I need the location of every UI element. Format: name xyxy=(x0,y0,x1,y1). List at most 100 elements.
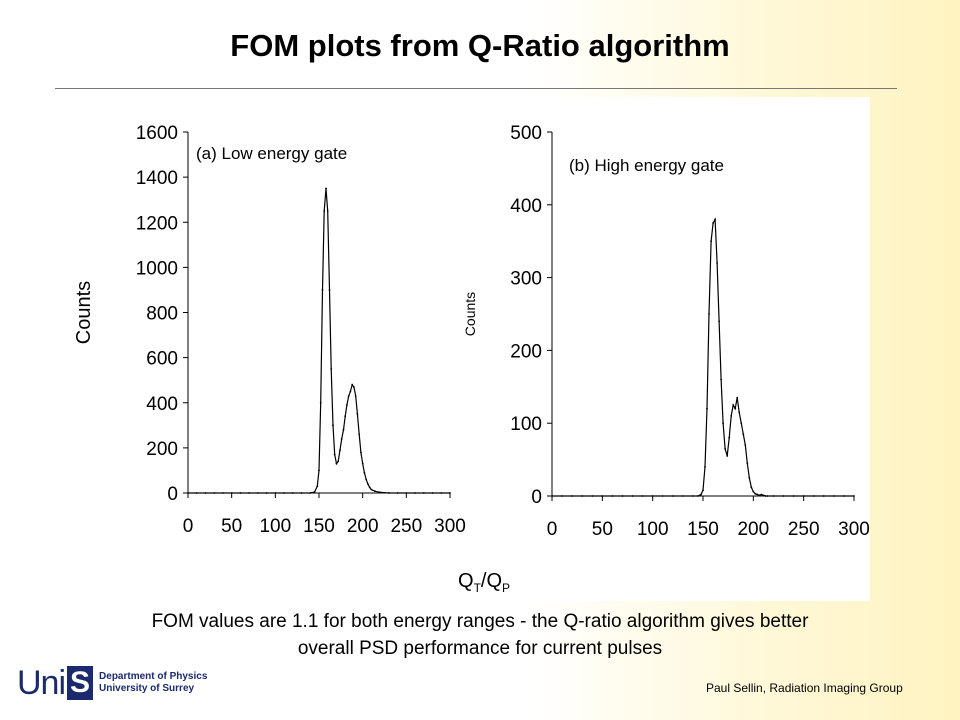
data-point xyxy=(422,492,425,494)
data-point xyxy=(265,492,268,494)
data-point xyxy=(853,495,855,497)
data-point xyxy=(283,492,285,494)
y-axis-label: Counts xyxy=(73,281,95,344)
data-point xyxy=(762,494,765,497)
data-point xyxy=(710,240,712,243)
logo-department: Department of Physics xyxy=(99,671,208,682)
data-point xyxy=(708,313,710,315)
x-tick-label: 300 xyxy=(838,519,870,540)
panel-annotation: (b) High energy gate xyxy=(569,156,724,175)
data-point xyxy=(724,447,726,450)
y-tick-label: 1600 xyxy=(136,123,178,144)
data-point xyxy=(230,492,233,494)
data-point xyxy=(328,289,331,291)
data-point xyxy=(388,492,390,494)
data-point xyxy=(414,492,416,494)
data-point xyxy=(702,489,704,492)
data-point xyxy=(379,491,381,494)
data-point xyxy=(744,444,747,446)
data-point xyxy=(802,495,805,497)
x-tick-label: 100 xyxy=(637,519,669,540)
data-point xyxy=(351,383,354,386)
x-tick-label: 200 xyxy=(347,516,379,537)
x-tick-label: 150 xyxy=(303,516,335,537)
data-point xyxy=(319,401,322,404)
data-point xyxy=(330,368,333,370)
data-point xyxy=(347,395,350,397)
data-point xyxy=(323,210,326,212)
y-tick-label: 200 xyxy=(510,341,542,362)
panel-annotation: (a) Low energy gate xyxy=(196,144,347,163)
xlabel-sub-p: P xyxy=(502,581,511,595)
xlabel-sub-t: T xyxy=(473,581,481,595)
data-point xyxy=(671,495,674,497)
data-point xyxy=(337,460,340,463)
caption-line-1: FOM values are 1.1 for both energy range… xyxy=(151,611,809,632)
data-point xyxy=(248,492,251,494)
data-point xyxy=(722,422,724,425)
data-point xyxy=(601,495,604,497)
data-point xyxy=(792,495,795,497)
data-point xyxy=(349,390,352,393)
data-point xyxy=(195,492,198,494)
author-credit: Paul Sellin, Radiation Imaging Group xyxy=(706,681,903,695)
data-point xyxy=(440,492,443,494)
y-tick-label: 200 xyxy=(146,439,178,460)
y-tick-label: 400 xyxy=(510,196,542,217)
data-point xyxy=(726,455,729,457)
data-point xyxy=(561,495,563,497)
data-point xyxy=(360,451,362,454)
data-point xyxy=(822,495,825,497)
data-point xyxy=(736,396,739,399)
caption-line-2: overall PSD performance for current puls… xyxy=(297,638,663,659)
logo-text: Department of Physics University of Surr… xyxy=(99,671,207,695)
data-point xyxy=(704,466,706,468)
data-point xyxy=(833,495,835,497)
data-point xyxy=(356,413,359,415)
data-point xyxy=(772,495,775,497)
data-point xyxy=(367,483,369,485)
data-point xyxy=(740,422,743,425)
histogram-series-2 xyxy=(552,217,854,497)
fom-caption: FOM values are 1.1 for both energy range… xyxy=(40,608,920,662)
y-tick-label: 300 xyxy=(510,269,542,290)
x-tick-label: 50 xyxy=(592,519,613,540)
data-point xyxy=(213,492,216,494)
data-point xyxy=(748,476,751,479)
data-point xyxy=(661,495,664,497)
university-logo: Uni S Department of Physics University o… xyxy=(17,664,207,702)
logo-s-mark: S xyxy=(67,666,94,700)
data-point xyxy=(449,492,451,494)
slide-title: FOM plots from Q-Ratio algorithm xyxy=(230,28,730,63)
data-point xyxy=(309,492,312,494)
y-axis-label: Counts xyxy=(462,292,478,336)
data-point xyxy=(766,495,769,497)
data-point xyxy=(742,433,745,435)
data-point xyxy=(738,411,741,414)
y-tick-label: 600 xyxy=(146,349,178,370)
x-tick-label: 300 xyxy=(434,516,466,537)
data-point xyxy=(571,495,573,497)
y-tick-label: 500 xyxy=(510,123,542,144)
xlabel-q: Q xyxy=(458,570,474,592)
data-point xyxy=(374,490,376,493)
data-point xyxy=(581,495,584,497)
data-point xyxy=(340,438,343,440)
data-point xyxy=(843,495,845,497)
figure-panel: 0 200 400 600 800 1000 1200 1400 1600 0 50 100 150 20… xyxy=(72,97,870,601)
data-point xyxy=(332,424,334,427)
data-point xyxy=(716,262,718,264)
data-point xyxy=(342,428,345,431)
x-tick-label: 250 xyxy=(788,519,820,540)
data-point xyxy=(746,462,749,465)
data-point xyxy=(405,492,408,494)
data-point xyxy=(700,493,702,496)
title-divider xyxy=(55,88,897,89)
y-tick-label: 0 xyxy=(167,484,178,505)
data-point xyxy=(326,210,329,212)
data-point xyxy=(313,491,316,493)
data-point xyxy=(370,488,373,491)
data-point xyxy=(718,320,720,323)
data-point xyxy=(318,469,320,472)
